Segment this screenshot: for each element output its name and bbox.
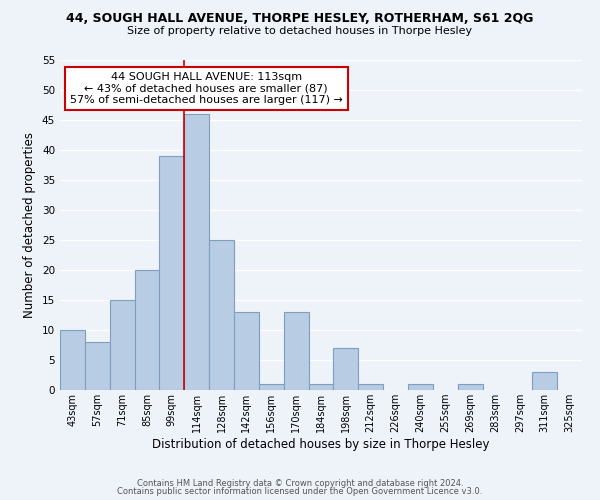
Bar bbox=[334, 348, 358, 390]
Bar bbox=[408, 384, 433, 390]
Bar bbox=[209, 240, 234, 390]
Bar bbox=[308, 384, 334, 390]
Bar bbox=[532, 372, 557, 390]
Bar bbox=[259, 384, 284, 390]
Text: Size of property relative to detached houses in Thorpe Hesley: Size of property relative to detached ho… bbox=[127, 26, 473, 36]
Bar bbox=[160, 156, 184, 390]
Text: Contains public sector information licensed under the Open Government Licence v3: Contains public sector information licen… bbox=[118, 487, 482, 496]
Bar bbox=[284, 312, 308, 390]
Text: 44, SOUGH HALL AVENUE, THORPE HESLEY, ROTHERHAM, S61 2QG: 44, SOUGH HALL AVENUE, THORPE HESLEY, RO… bbox=[67, 12, 533, 26]
Bar bbox=[134, 270, 160, 390]
Bar bbox=[358, 384, 383, 390]
X-axis label: Distribution of detached houses by size in Thorpe Hesley: Distribution of detached houses by size … bbox=[152, 438, 490, 451]
Bar bbox=[85, 342, 110, 390]
Text: Contains HM Land Registry data © Crown copyright and database right 2024.: Contains HM Land Registry data © Crown c… bbox=[137, 478, 463, 488]
Y-axis label: Number of detached properties: Number of detached properties bbox=[23, 132, 37, 318]
Bar bbox=[458, 384, 482, 390]
Text: 44 SOUGH HALL AVENUE: 113sqm
← 43% of detached houses are smaller (87)
57% of se: 44 SOUGH HALL AVENUE: 113sqm ← 43% of de… bbox=[70, 72, 343, 105]
Bar bbox=[110, 300, 134, 390]
Bar bbox=[184, 114, 209, 390]
Bar bbox=[234, 312, 259, 390]
Bar bbox=[60, 330, 85, 390]
